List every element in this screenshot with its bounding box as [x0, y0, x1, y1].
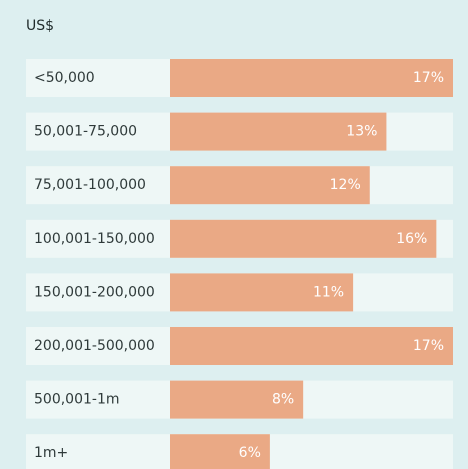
bar — [170, 434, 270, 469]
value-label: 6% — [239, 445, 261, 461]
value-label: 17% — [413, 70, 444, 86]
bar — [170, 273, 354, 312]
value-label: 8% — [272, 392, 294, 408]
category-label: 200,001-500,000 — [34, 338, 155, 354]
value-label: 12% — [330, 177, 361, 193]
category-label: 100,001-150,000 — [34, 231, 155, 247]
value-label: 11% — [313, 284, 344, 300]
category-label: 1m+ — [34, 445, 68, 461]
category-label: 500,001-1m — [34, 392, 120, 408]
value-label: 17% — [413, 338, 444, 354]
bar — [170, 219, 437, 258]
bar — [170, 327, 453, 365]
category-label: <50,000 — [34, 70, 95, 86]
value-label: 16% — [396, 231, 427, 247]
bar — [170, 166, 370, 205]
value-label: 13% — [346, 124, 377, 140]
category-label: 75,001-100,000 — [34, 177, 146, 193]
bar — [170, 59, 453, 97]
category-label: 50,001-75,000 — [34, 124, 137, 140]
chart-subtitle: US$ — [26, 18, 54, 34]
bar — [170, 380, 304, 419]
category-label: 150,001-200,000 — [34, 284, 155, 300]
bar — [170, 112, 387, 151]
